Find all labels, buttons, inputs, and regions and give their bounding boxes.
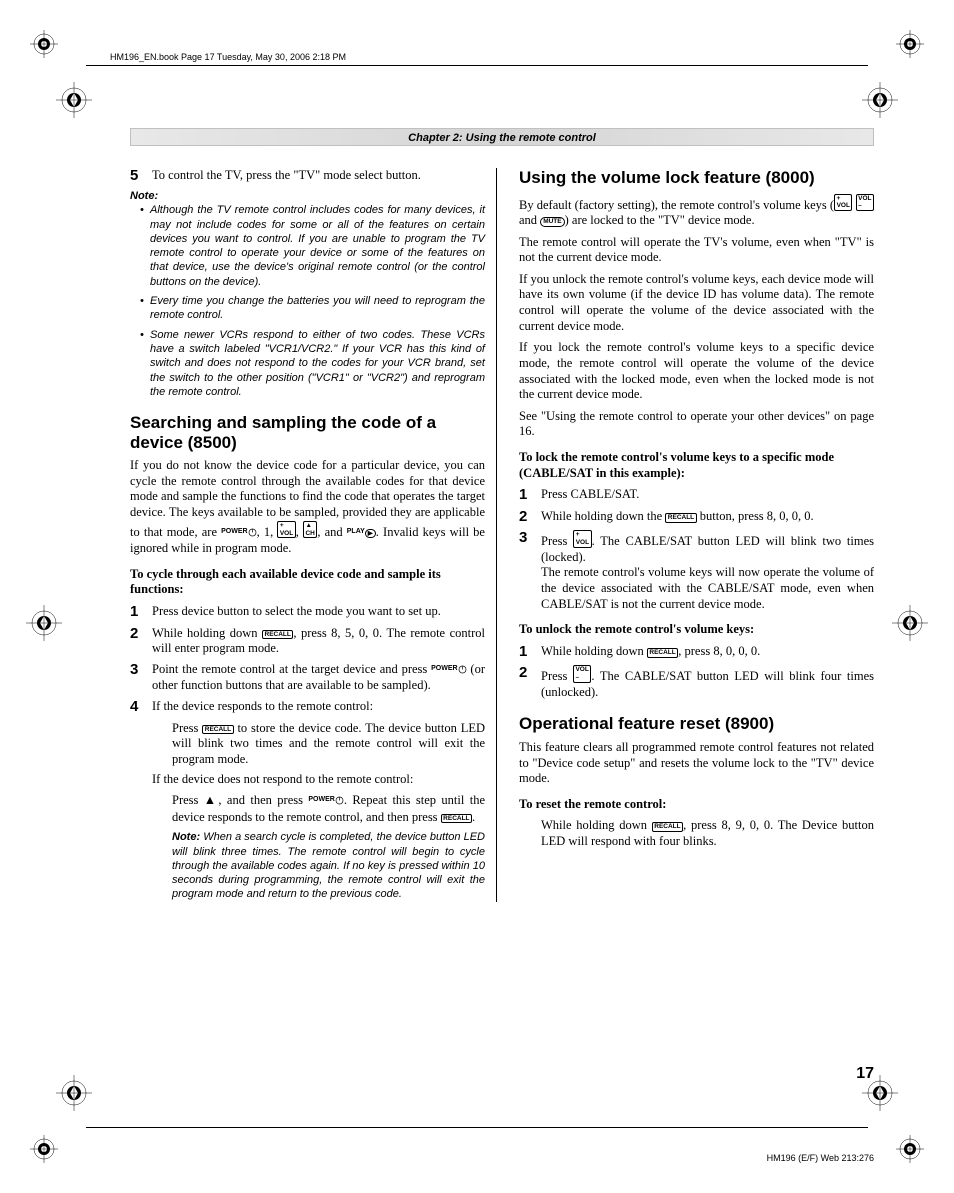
vol-up-icon: +VOL (573, 530, 591, 548)
note-label: Note: (130, 190, 485, 204)
play-button-icon: ▶ (365, 529, 376, 539)
vol-down-icon: VOL– (573, 665, 591, 683)
recall-button-icon: RECALL (647, 648, 678, 658)
power-icon: POWER (308, 796, 334, 803)
subheading-cycle: To cycle through each available device c… (130, 567, 485, 598)
cycle-step: 2 While holding down RECALL, press 8, 5,… (130, 626, 485, 657)
cycle-step: 3 Point the remote control at the target… (130, 662, 485, 694)
registration-mark-icon (892, 605, 928, 641)
right-column: Using the volume lock feature (8000) By … (519, 168, 874, 902)
unlock-step: 2 Press VOL–. The CABLE/SAT button LED w… (519, 665, 874, 700)
body-text: The remote control will operate the TV's… (519, 235, 874, 266)
power-circle-icon (458, 663, 467, 679)
play-icon: PLAY (347, 528, 365, 535)
body-text: This feature clears all programmed remot… (519, 740, 874, 787)
subheading-unlock: To unlock the remote control's volume ke… (519, 622, 874, 638)
power-icon: POWER (221, 528, 247, 535)
recall-button-icon: RECALL (262, 630, 293, 640)
mute-button-icon: MUTE (540, 217, 564, 227)
subheading-reset: To reset the remote control: (519, 797, 874, 813)
page-number: 17 (856, 1065, 874, 1083)
vol-up-icon: +VOL (834, 194, 852, 212)
lock-step: 3 Press +VOL. The CABLE/SAT button LED w… (519, 530, 874, 612)
crop-mark-icon (896, 30, 924, 58)
body-text: By default (factory setting), the remote… (519, 194, 874, 229)
crop-mark-icon (30, 1135, 58, 1163)
reset-step: While holding down RECALL, press 8, 9, 0… (541, 818, 874, 849)
note-item: Some newer VCRs respond to either of two… (140, 328, 485, 399)
page-content: Chapter 2: Using the remote control 5 To… (130, 128, 874, 1083)
note-list: Although the TV remote control includes … (130, 203, 485, 399)
left-column: 5 To control the TV, press the "TV" mode… (130, 168, 497, 902)
body-text: If you unlock the remote control's volum… (519, 272, 874, 335)
body-text: See "Using the remote control to operate… (519, 409, 874, 440)
search-intro: If you do not know the device code for a… (130, 458, 485, 557)
section-heading-volume-lock: Using the volume lock feature (8000) (519, 168, 874, 188)
footer-code: HM196 (E/F) Web 213:276 (767, 1153, 874, 1163)
note-item: Every time you change the batteries you … (140, 294, 485, 323)
substep: Press ▲, and then press POWER. Repeat th… (172, 793, 485, 825)
step-text: To control the TV, press the "TV" mode s… (152, 168, 485, 185)
registration-mark-icon (56, 1075, 92, 1111)
recall-button-icon: RECALL (202, 725, 233, 735)
note-item: Although the TV remote control includes … (140, 203, 485, 289)
registration-mark-icon (56, 82, 92, 118)
chapter-heading: Chapter 2: Using the remote control (130, 128, 874, 146)
cycle-step: 1 Press device button to select the mode… (130, 604, 485, 621)
crop-rule (86, 65, 868, 66)
unlock-step: 1 While holding down RECALL, press 8, 0,… (519, 644, 874, 661)
crop-mark-icon (30, 30, 58, 58)
crop-rule (86, 1127, 868, 1128)
step-5: 5 To control the TV, press the "TV" mode… (130, 168, 485, 185)
registration-mark-icon (26, 605, 62, 641)
lock-step: 2 While holding down the RECALL button, … (519, 509, 874, 526)
vol-up-icon: +VOL (277, 521, 295, 539)
section-heading-search: Searching and sampling the code of a dev… (130, 413, 485, 452)
power-icon: POWER (431, 665, 457, 672)
recall-button-icon: RECALL (652, 822, 683, 832)
vol-down-icon: VOL– (856, 194, 874, 212)
subheading-lock: To lock the remote control's volume keys… (519, 450, 874, 481)
substep-lead: If the device does not respond to the re… (152, 772, 485, 788)
framemaker-header: HM196_EN.book Page 17 Tuesday, May 30, 2… (110, 52, 346, 62)
crop-mark-icon (896, 1135, 924, 1163)
body-text: If you lock the remote control's volume … (519, 340, 874, 403)
ch-up-icon: ▲CH (303, 521, 317, 539)
recall-button-icon: RECALL (665, 513, 696, 523)
step-number: 5 (130, 168, 152, 185)
power-circle-icon (335, 794, 344, 810)
section-heading-reset: Operational feature reset (8900) (519, 714, 874, 734)
substep: Press RECALL to store the device code. T… (172, 721, 485, 768)
registration-mark-icon (862, 82, 898, 118)
lock-step: 1 Press CABLE/SAT. (519, 487, 874, 504)
cycle-step: 4 If the device responds to the remote c… (130, 699, 485, 716)
inline-note: Note: When a search cycle is completed, … (172, 830, 485, 901)
power-circle-icon (248, 526, 257, 542)
recall-button-icon: RECALL (441, 814, 472, 824)
